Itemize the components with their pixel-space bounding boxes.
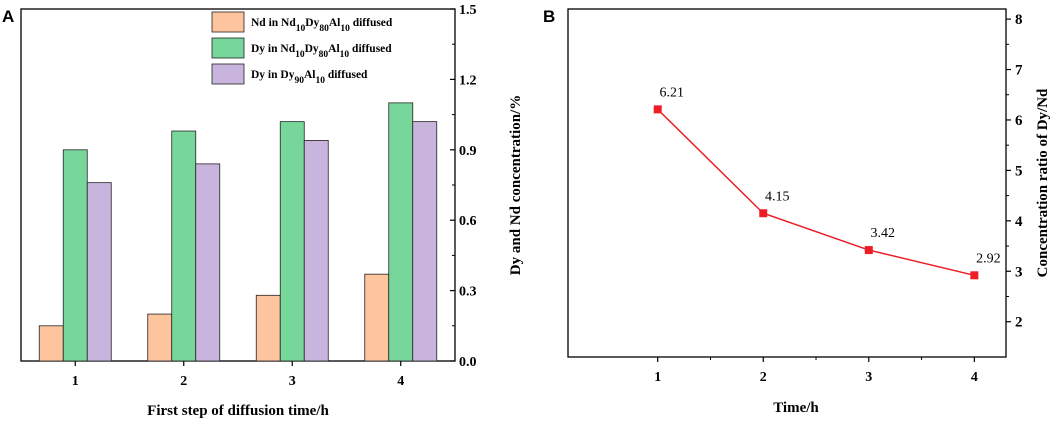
legend-label-2: Dy in Nd10Dy80Al10 diffused [251, 43, 392, 60]
chart-b-y-tick-label: 6 [1015, 113, 1023, 129]
bar-2-cat-4 [388, 102, 414, 362]
bar-3-cat-3 [303, 140, 329, 362]
chart-b-y-axis-title: Concentration ratio of Dy/Nd [1035, 88, 1051, 277]
chart-b-x-tick-label: 1 [654, 370, 661, 385]
ratio-line [657, 108, 975, 277]
chart-a-y-tick-label: 0.0 [459, 355, 477, 370]
chart-b-x-tick-label: 3 [865, 370, 872, 385]
legend-swatch-2 [211, 37, 245, 59]
panel-a-label: A [2, 7, 14, 26]
bar-1-cat-3 [255, 294, 281, 362]
ratio-data-label-1: 6.21 [659, 85, 684, 100]
chart-b: 1 2 3 4 2 3 4 5 6 7 8 6.21 4.15 3.42 2.92 Time/h Conc… [567, 8, 1051, 416]
bar-1-cat-2 [147, 313, 173, 362]
chart-b-x-tick-label: 2 [760, 370, 767, 385]
chart-b-y-tick-label: 2 [1015, 315, 1023, 331]
legend-swatch-1 [211, 11, 245, 33]
bar-3-cat-1 [86, 182, 112, 362]
chart-a-y-tick-label: 0.6 [459, 214, 477, 229]
bar-1-cat-4 [364, 273, 390, 362]
chart-b-x-tick-label: 4 [971, 370, 978, 385]
bar-1-cat-1 [38, 325, 64, 362]
chart-b-y-tick-label: 5 [1015, 163, 1023, 179]
chart-a-x-tick-label: 1 [72, 374, 79, 389]
chart-a: 1 2 3 4 0.0 0.3 0.6 0.9 1.2 1.5 Nd in Nd10Dy80Al1… [20, 3, 524, 419]
legend-label-3: Dy in Dy90Al10 diffused [251, 69, 368, 86]
ratio-point-2 [759, 209, 768, 218]
ratio-point-1 [653, 105, 662, 114]
legend-label-1: Nd in Nd10Dy80Al10 diffused [251, 17, 393, 34]
ratio-data-label-2: 4.15 [765, 189, 790, 204]
chart-a-y-tick-label: 0.9 [459, 144, 477, 159]
bar-3-cat-4 [412, 121, 438, 362]
chart-a-legend: Nd in Nd10Dy80Al10 diffused Dy in Nd10Dy8… [211, 11, 393, 86]
ratio-point-4 [970, 271, 979, 280]
chart-b-x-axis-title: Time/h [773, 400, 819, 416]
bar-2-cat-2 [171, 130, 197, 362]
legend-swatch-3 [211, 63, 245, 85]
chart-b-y-tick-label: 3 [1015, 264, 1023, 280]
chart-b-y-tick-label: 4 [1015, 214, 1023, 230]
chart-b-y-tick-label: 8 [1015, 12, 1023, 28]
bar-2-cat-1 [62, 149, 88, 362]
chart-b-y-tick-label: 7 [1015, 63, 1023, 79]
chart-a-y-tick-label: 1.5 [459, 3, 477, 18]
chart-a-y-tick-label: 0.3 [459, 285, 477, 300]
chart-a-x-axis-title: First step of diffusion time/h [147, 403, 329, 419]
panel-b-label: B [543, 7, 555, 26]
chart-a-y-axis-title: Dy and Nd concentration/% [508, 95, 524, 275]
bar-3-cat-2 [195, 163, 221, 362]
bar-2-cat-3 [279, 121, 305, 362]
chart-a-x-tick-label: 2 [180, 374, 187, 389]
ratio-data-label-4: 2.92 [976, 251, 1001, 266]
chart-a-x-tick-label: 3 [289, 374, 296, 389]
ratio-data-label-3: 3.42 [871, 226, 896, 241]
chart-a-x-tick-label: 4 [397, 374, 404, 389]
ratio-point-3 [864, 246, 873, 255]
chart-a-y-tick-label: 1.2 [459, 73, 477, 88]
chart-b-plot-frame [567, 8, 1007, 358]
